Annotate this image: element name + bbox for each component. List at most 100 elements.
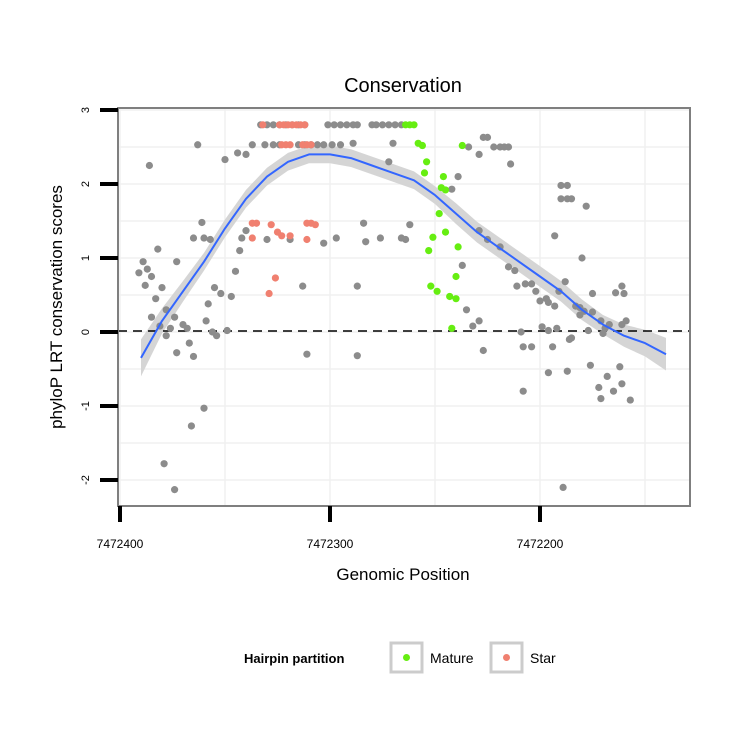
y-tick-label: -1 <box>80 401 92 411</box>
data-point-other <box>349 139 357 147</box>
data-point-mature <box>435 210 443 218</box>
legend-label-star: Star <box>530 650 556 666</box>
data-point-other <box>622 317 630 325</box>
data-point-other <box>204 300 212 308</box>
data-point-other <box>171 486 179 494</box>
data-point-other <box>448 185 456 193</box>
data-point-other <box>544 298 553 306</box>
data-point-mature <box>448 324 456 332</box>
legend-key-star-dot <box>503 654 510 661</box>
data-point-mature <box>425 247 433 255</box>
data-point-other <box>544 369 553 377</box>
data-point-other <box>313 141 321 149</box>
data-point-other <box>462 306 471 314</box>
data-point-other <box>154 245 162 253</box>
data-point-other <box>263 235 271 244</box>
data-point-other <box>147 313 156 321</box>
data-point-other <box>618 380 626 388</box>
data-point-star <box>286 141 294 149</box>
data-point-other <box>544 326 553 335</box>
data-point-other <box>582 202 590 210</box>
data-point-mature <box>420 169 429 177</box>
data-point-other <box>563 367 571 375</box>
data-point-star <box>259 121 267 129</box>
data-point-other <box>299 282 307 290</box>
data-point-other <box>242 150 250 158</box>
data-point-other <box>189 234 198 242</box>
y-tick-label: 2 <box>80 181 92 187</box>
data-point-other <box>465 143 473 151</box>
data-point-other <box>353 282 361 290</box>
data-point-other <box>171 313 179 321</box>
data-point-other <box>320 141 328 149</box>
data-point-other <box>160 460 168 468</box>
data-point-other <box>328 141 336 149</box>
data-point-other <box>538 323 546 331</box>
data-point-other <box>557 181 565 190</box>
data-point-other <box>578 254 586 262</box>
data-point-other <box>490 143 498 151</box>
data-point-other <box>616 363 624 371</box>
data-point-other <box>269 121 277 129</box>
data-point-other <box>557 195 565 203</box>
data-point-other <box>475 317 483 325</box>
data-point-other <box>198 218 206 227</box>
data-point-other <box>563 181 571 190</box>
data-point-other <box>612 289 620 297</box>
data-point-mature <box>446 292 454 301</box>
y-tick-label: -2 <box>80 475 92 485</box>
data-point-other <box>378 121 387 129</box>
data-point-star <box>252 219 261 227</box>
data-point-other <box>599 329 607 338</box>
data-point-other <box>162 332 170 340</box>
data-point-other <box>183 324 191 332</box>
data-point-other <box>549 343 557 351</box>
data-point-other <box>227 292 235 301</box>
data-point-mature <box>454 243 462 251</box>
data-point-other <box>147 272 156 281</box>
data-point-other <box>391 121 399 129</box>
data-point-other <box>200 404 208 412</box>
data-point-other <box>536 297 544 305</box>
data-point-mature <box>458 141 466 150</box>
data-point-other <box>210 284 219 292</box>
data-point-other <box>248 141 256 149</box>
data-point-other <box>353 352 361 360</box>
legend: Hairpin partition Mature Star <box>244 641 556 674</box>
data-point-other <box>242 227 250 235</box>
data-point-other <box>458 261 466 269</box>
data-point-other <box>372 121 380 129</box>
data-point-mature <box>429 233 437 241</box>
data-point-other <box>376 234 384 242</box>
data-point-star <box>286 232 294 240</box>
data-point-other <box>483 133 492 141</box>
data-point-other <box>158 284 166 292</box>
data-point-other <box>511 266 519 275</box>
x-axis-label: Genomic Position <box>336 565 469 584</box>
data-point-other <box>336 121 345 129</box>
data-point-star <box>311 221 319 229</box>
data-point-other <box>206 235 214 244</box>
data-point-other <box>231 267 240 275</box>
data-point-other <box>609 387 618 395</box>
data-point-mature <box>441 186 450 194</box>
data-point-other <box>553 324 561 332</box>
plot-panel-border <box>117 107 691 507</box>
data-point-other <box>343 121 351 129</box>
data-point-other <box>202 317 210 325</box>
data-point-other <box>238 234 246 242</box>
data-point-mature <box>452 295 460 303</box>
data-point-other <box>475 150 483 158</box>
data-point-mature <box>423 158 431 166</box>
data-point-other <box>353 121 361 129</box>
data-point-other <box>454 173 462 181</box>
data-point-other <box>519 343 527 351</box>
data-point-other <box>362 238 370 246</box>
data-point-other <box>479 346 487 355</box>
data-point-other <box>221 155 229 164</box>
smooth-curve-layer <box>140 153 667 359</box>
data-point-other <box>626 396 634 404</box>
data-point-other <box>145 161 153 170</box>
